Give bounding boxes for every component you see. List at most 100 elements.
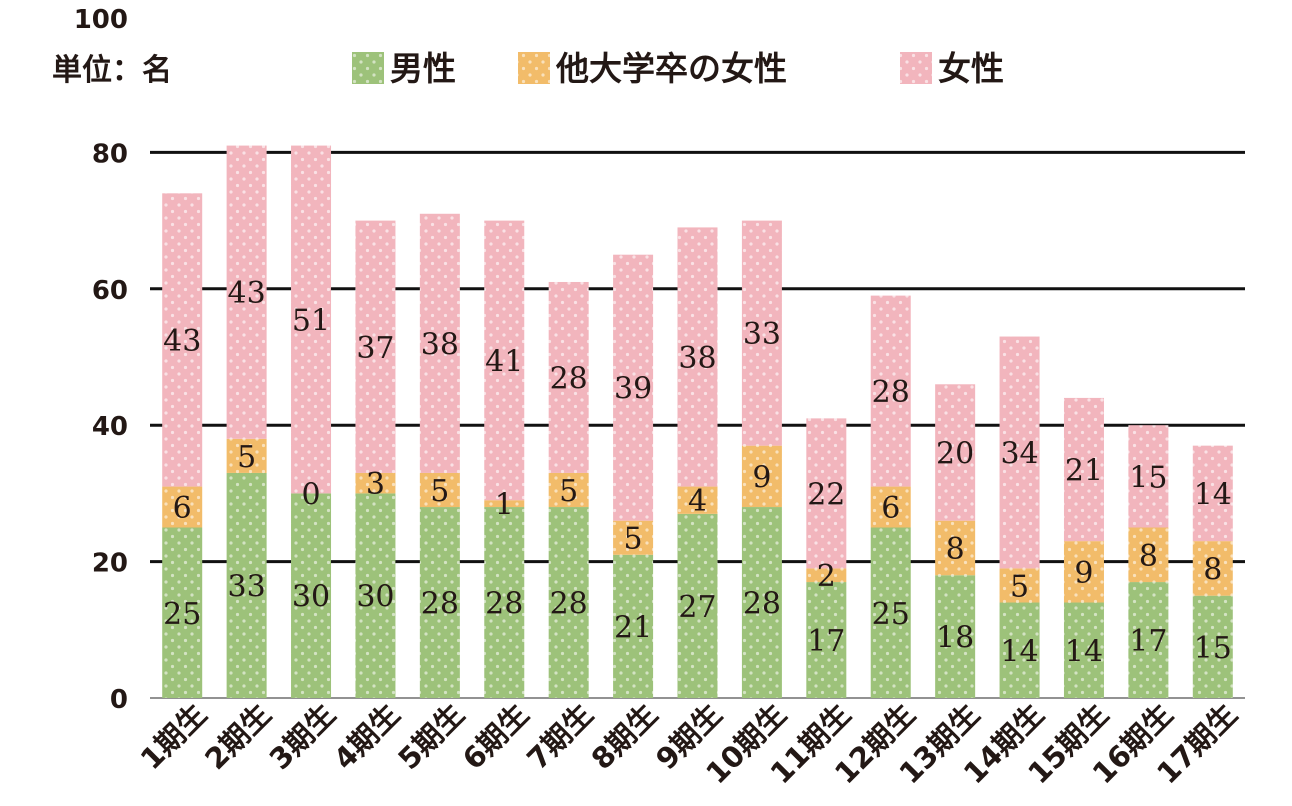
data-label: 8 <box>1203 552 1222 587</box>
bar-segment-female <box>613 254 654 521</box>
bar-segment-other-univ-female <box>870 486 911 528</box>
data-label: 1 <box>495 488 514 523</box>
data-label: 28 <box>485 587 523 622</box>
data-label: 9 <box>752 460 771 495</box>
bar-segment-male <box>806 582 847 698</box>
bar-segment-male <box>1192 595 1233 698</box>
data-label: 28 <box>872 375 910 410</box>
bar-segment-other-univ-female <box>226 438 267 473</box>
bar-segment-female <box>806 418 847 569</box>
data-label: 27 <box>678 590 716 625</box>
bar-segment-female <box>741 220 782 446</box>
bar-segment-male <box>935 575 976 698</box>
data-label: 14 <box>1000 634 1038 669</box>
bar-segment-female <box>484 220 525 501</box>
legend-label: 男性 <box>390 49 456 88</box>
data-label: 25 <box>163 597 201 632</box>
bar-segment-female <box>1128 425 1169 528</box>
bar-segment-male <box>484 507 525 698</box>
data-label: 28 <box>550 361 588 396</box>
bar-segment-male <box>291 493 332 698</box>
bar-segment-other-univ-female <box>419 472 460 508</box>
data-label: 5 <box>624 522 643 557</box>
data-label: 15 <box>1129 460 1167 495</box>
data-label: 34 <box>1000 436 1038 471</box>
bar-segment-female <box>226 145 267 439</box>
bar-segment-other-univ-female <box>613 520 654 555</box>
data-label: 41 <box>485 344 523 379</box>
data-label: 17 <box>1129 624 1167 659</box>
x-tick-label: 3期生 <box>263 697 342 776</box>
bar-segment-other-univ-female <box>484 500 525 508</box>
bar-segment-other-univ-female <box>1063 541 1104 603</box>
unit-label: 単位：名 <box>52 53 172 88</box>
data-label: 18 <box>936 621 974 656</box>
bar-segment-male <box>677 513 718 698</box>
bar-segment-female <box>935 384 976 521</box>
bar-segment-female <box>548 281 589 473</box>
bar-segment-male <box>548 507 589 698</box>
data-label: 21 <box>614 610 652 645</box>
bar-segment-male <box>162 527 203 698</box>
x-tick-label: 4期生 <box>327 697 406 776</box>
data-label: 43 <box>228 276 266 311</box>
bar-segment-male <box>870 527 911 698</box>
data-labels: 2564333543300513033728538281412852821539… <box>163 276 1232 669</box>
bar-segment-female <box>291 145 332 494</box>
data-label: 15 <box>1194 631 1232 666</box>
bars <box>162 145 1233 698</box>
data-label: 4 <box>688 484 707 519</box>
data-label: 28 <box>421 587 459 622</box>
bar-segment-female <box>870 295 911 487</box>
data-label: 17 <box>807 624 845 659</box>
bar-segment-other-univ-female <box>999 568 1040 603</box>
data-label: 38 <box>678 341 716 376</box>
y-tick-label: 20 <box>92 549 128 579</box>
data-label: 6 <box>173 491 192 526</box>
data-label: 30 <box>292 580 330 615</box>
x-axis: 1期生2期生3期生4期生5期生6期生7期生8期生9期生10期生11期生12期生1… <box>134 697 1244 791</box>
bar-segment-male <box>1128 582 1169 698</box>
bar-segment-male <box>226 472 267 698</box>
legend-swatch <box>352 52 384 84</box>
legend-swatch <box>900 52 932 84</box>
x-tick-label: 1期生 <box>134 697 213 776</box>
x-tick-label: 6期生 <box>456 697 535 776</box>
data-label: 3 <box>366 467 385 502</box>
data-label: 22 <box>807 477 845 512</box>
bar-segment-male <box>419 507 460 698</box>
bar-segment-male <box>999 602 1040 698</box>
legend-label: 他大学卒の女性 <box>555 49 787 88</box>
bar-segment-other-univ-female <box>1128 527 1169 583</box>
data-label: 2 <box>817 559 836 594</box>
bar-segment-male <box>741 507 782 698</box>
bar-segment-other-univ-female <box>548 472 589 508</box>
y-tick-label: 60 <box>92 276 128 306</box>
x-tick-label: 5期生 <box>391 697 470 776</box>
x-tick-label: 7期生 <box>520 697 599 776</box>
data-label: 6 <box>881 491 900 526</box>
data-label: 37 <box>356 331 394 366</box>
legend-swatch <box>518 52 550 84</box>
bar-segment-female <box>677 227 718 487</box>
data-label: 51 <box>292 303 330 338</box>
data-label: 39 <box>614 372 652 407</box>
data-label: 21 <box>1065 454 1103 489</box>
bar-segment-other-univ-female <box>806 568 847 583</box>
y-tick-label: 100 <box>74 5 128 35</box>
data-label: 25 <box>872 597 910 632</box>
data-label: 14 <box>1065 634 1103 669</box>
data-label: 5 <box>559 474 578 509</box>
bar-segment-other-univ-female <box>741 445 782 508</box>
bar-segment-female <box>1063 397 1104 542</box>
bar-segment-female <box>1192 445 1233 542</box>
data-label: 5 <box>237 440 256 475</box>
data-label: 0 <box>301 477 320 512</box>
x-tick-label: 2期生 <box>198 697 277 776</box>
bar-segment-female <box>419 213 460 473</box>
data-label: 43 <box>163 324 201 359</box>
bar-segment-other-univ-female <box>677 486 718 514</box>
y-tick-label: 0 <box>110 685 128 715</box>
bar-segment-other-univ-female <box>162 486 203 528</box>
